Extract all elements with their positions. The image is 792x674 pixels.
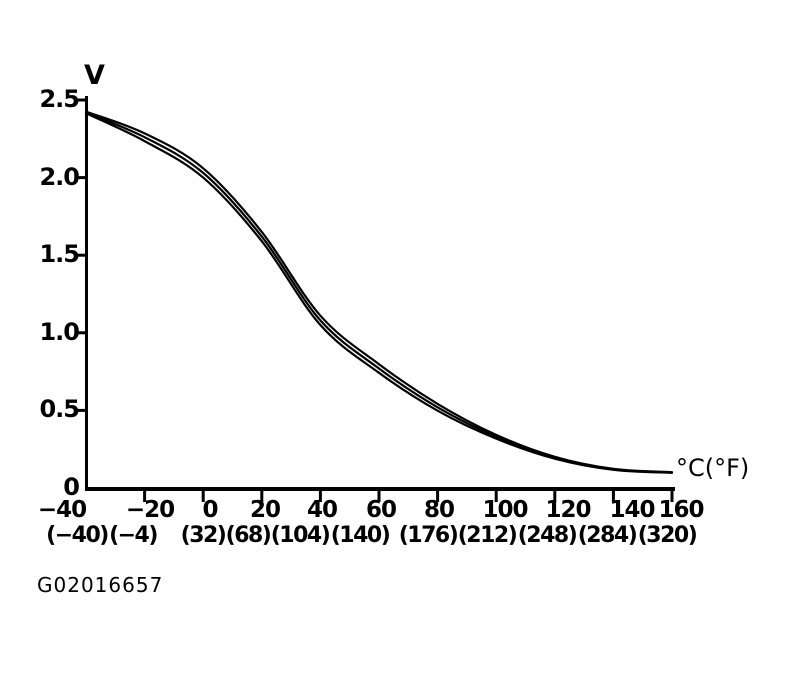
x-tick-label-celsius-100: 100 <box>482 497 528 523</box>
y-tick-label-0: 0 <box>63 473 80 501</box>
curve-lower-tolerance <box>84 112 674 474</box>
x-tick-label-celsius-140: 140 <box>609 497 655 523</box>
x-tick-label-fahrenheit-0: (32) <box>180 523 227 548</box>
x-tick-label-celsius--20: −20 <box>125 497 175 523</box>
y-tick-label-1.5: 1.5 <box>39 240 80 269</box>
figure-id: G02016657 <box>37 573 164 597</box>
y-tick-label-0.5: 0.5 <box>39 395 80 424</box>
x-tick-label-fahrenheit-140: (284) <box>577 523 638 548</box>
x-tick-label-fahrenheit-160: (320) <box>637 523 698 548</box>
y-tick-label-2.0: 2.0 <box>39 162 80 191</box>
y-axis-unit-label: V <box>84 60 105 91</box>
x-tick-label-celsius-40: 40 <box>306 497 338 523</box>
x-tick-label-celsius-20: 20 <box>249 497 281 523</box>
x-tick-label-fahrenheit-40: (104) <box>270 523 331 548</box>
y-tick-label-2.5: 2.5 <box>39 85 80 113</box>
x-tick-label-celsius-80: 80 <box>423 497 455 523</box>
x-tick-label-fahrenheit--40: (−40) <box>46 523 109 548</box>
x-tick-label-fahrenheit-80: (176) <box>398 523 459 548</box>
curve-upper-tolerance <box>84 110 674 474</box>
x-tick-label-celsius-0: 0 <box>202 497 218 523</box>
x-tick-label-celsius--40: −40 <box>37 497 87 523</box>
y-tick-label-1.0: 1.0 <box>39 317 80 346</box>
x-tick-label-celsius-60: 60 <box>365 497 397 523</box>
x-tick-label-celsius-160: 160 <box>658 497 704 523</box>
x-axis-unit-label: °C(°F) <box>676 454 750 482</box>
x-tick-label-fahrenheit--20: (−4) <box>109 523 158 548</box>
x-tick-label-fahrenheit-120: (248) <box>517 523 578 548</box>
x-tick-label-fahrenheit-60: (140) <box>330 523 391 548</box>
curve-nominal <box>84 111 674 474</box>
x-tick-label-celsius-120: 120 <box>545 497 591 523</box>
x-tick-label-fahrenheit-100: (212) <box>457 523 518 548</box>
x-tick-label-fahrenheit-20: (68) <box>225 523 272 548</box>
